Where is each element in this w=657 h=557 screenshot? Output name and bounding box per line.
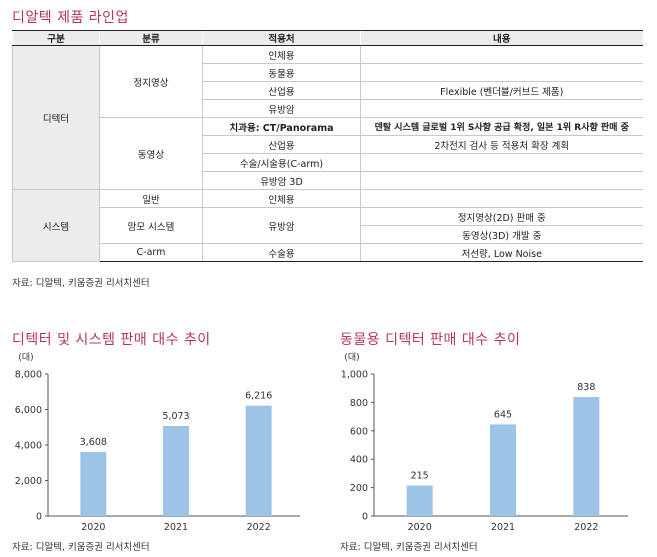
class-c-arm: C-arm xyxy=(99,243,203,262)
data-label: 645 xyxy=(494,409,512,420)
category-detector: 디텍터 xyxy=(12,45,100,190)
chart2-svg: (대) 0 200 400 600 800 1,000 215 2020 645 2021 838 20… xyxy=(341,352,628,533)
table-cell: 유방암 xyxy=(202,207,361,244)
table-cell: 동영상(3D) 개발 중 xyxy=(360,225,643,244)
table-cell: 정지영상(2D) 판매 중 xyxy=(360,207,643,226)
header-classification: 분류 xyxy=(99,30,203,46)
table-cell: 산업용 xyxy=(202,81,361,100)
table-cell xyxy=(360,171,643,190)
class-still-image: 정지영상 xyxy=(99,45,203,118)
bar-2022 xyxy=(245,405,272,516)
product-lineup-table: 구분 분류 적용처 내용 디텍터 정지영상 인체용 동물용 산업용 Flexib… xyxy=(12,30,643,262)
y-tick-label: 400 xyxy=(350,455,368,466)
data-label: 3,608 xyxy=(80,437,107,448)
x-tick-label: 2022 xyxy=(574,522,598,533)
x-tick-label: 2020 xyxy=(81,522,105,533)
table-cell: 인체용 xyxy=(202,45,361,64)
y-tick-label: 600 xyxy=(350,426,368,437)
data-label: 5,073 xyxy=(162,411,189,422)
chart2-source: 자료: 디알텍, 키움증권 리서치센터 xyxy=(340,542,478,553)
table-source: 자료: 디알텍, 키움증권 리서치센터 xyxy=(12,278,150,289)
table-cell: 2차전지 검사 등 적용처 확장 계획 xyxy=(360,135,643,154)
bar-2021 xyxy=(163,425,189,516)
chart1-svg: (대) 0 2,000 4,000 6,000 8,000 3,608 2020 5,073 20… xyxy=(15,352,300,533)
y-tick-label: 800 xyxy=(350,398,368,409)
x-tick-label: 2020 xyxy=(408,522,432,533)
y-tick-label: 6,000 xyxy=(15,405,42,416)
data-label: 6,216 xyxy=(245,391,272,402)
y-tick-label: 1,000 xyxy=(341,370,368,381)
bar-2020 xyxy=(406,485,433,516)
table-cell xyxy=(360,45,643,64)
y-tick-label: 2,000 xyxy=(15,476,42,487)
table-cell: 유방암 xyxy=(202,99,361,118)
class-general: 일반 xyxy=(99,189,203,208)
header-description: 내용 xyxy=(360,30,643,46)
table-cell: 저선량, Low Noise xyxy=(360,243,643,262)
x-tick-label: 2022 xyxy=(247,522,271,533)
table-cell: 산업용 xyxy=(202,135,361,154)
bar-2021 xyxy=(490,424,516,516)
y-tick-label: 0 xyxy=(36,512,42,523)
table-cell: 덴탈 시스템 글로벌 1위 S사향 공급 확정, 일본 1위 R사향 판매 중 xyxy=(360,117,643,136)
x-tick-label: 2021 xyxy=(491,522,515,533)
y-tick-label: 0 xyxy=(362,512,368,523)
chart1-source: 자료: 디알텍, 키움증권 리서치센터 xyxy=(12,542,150,553)
y-tick-label: 4,000 xyxy=(15,441,42,452)
table-cell: 수술/시술용(C-arm) xyxy=(202,153,361,172)
header-category: 구분 xyxy=(12,30,100,46)
chart-unit-label: (대) xyxy=(344,352,359,363)
table-cell: 치과용: CT/Panorama xyxy=(202,117,361,136)
header-application: 적용처 xyxy=(202,30,361,46)
table-cell: 유방암 3D xyxy=(202,171,361,190)
table-cell xyxy=(360,189,643,208)
table-cell: 수술용 xyxy=(202,243,361,262)
data-label: 838 xyxy=(577,382,595,393)
bar-2020 xyxy=(80,451,107,516)
table-cell xyxy=(360,99,643,118)
page-title: 디알텍 제품 라인업 xyxy=(12,10,129,26)
y-tick-label: 8,000 xyxy=(15,370,42,381)
table-cell: 인체용 xyxy=(202,189,361,208)
table-cell: Flexible (벤더블/커브드 제품) xyxy=(360,81,643,100)
table-cell: 동물용 xyxy=(202,63,361,82)
chart2-title: 동물용 디텍터 판매 대수 추이 xyxy=(340,332,521,348)
y-tick-label: 200 xyxy=(350,483,368,494)
bar-2022 xyxy=(573,397,600,516)
x-tick-label: 2021 xyxy=(164,522,188,533)
data-label: 215 xyxy=(411,470,429,481)
table-cell xyxy=(360,63,643,82)
table-cell xyxy=(360,153,643,172)
chart-unit-label: (대) xyxy=(18,352,33,363)
category-system: 시스템 xyxy=(12,189,100,262)
class-mammo-system: 맘모 시스템 xyxy=(99,207,203,244)
chart1-title: 디텍터 및 시스템 판매 대수 추이 xyxy=(12,332,211,348)
class-video: 동영상 xyxy=(99,117,203,190)
